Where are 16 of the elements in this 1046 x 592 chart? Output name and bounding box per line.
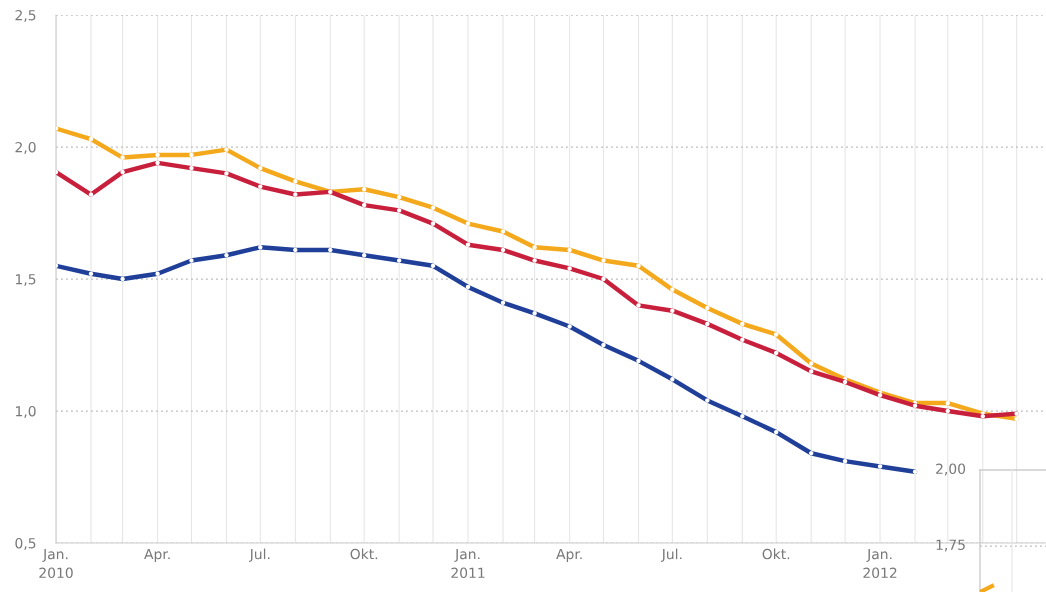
y-tick-label: 1,5 [15,274,36,286]
x-tick-label: Jan. 2012 [863,548,897,579]
annotation: 2,00 [936,463,966,476]
x-tick-label: Okt. [350,548,378,560]
x-tick-label: Jan. 2010 [39,548,73,579]
x-tick-label: Okt. [762,548,790,560]
x-tick-label: Apr. [144,548,170,562]
y-tick-label: 1,0 [15,405,36,418]
x-tick-label: Jul. [249,548,270,562]
y-tick-label: 2,0 [15,141,36,154]
y-tick-label: 0,5 [15,537,36,550]
x-tick-label: Jan. 2011 [451,548,485,579]
y-tick-label: 2,5 [15,9,36,22]
annotation: 1,75 [936,539,965,552]
x-tick-label: Apr. [556,548,582,562]
x-tick-label: Jul. [661,548,682,562]
